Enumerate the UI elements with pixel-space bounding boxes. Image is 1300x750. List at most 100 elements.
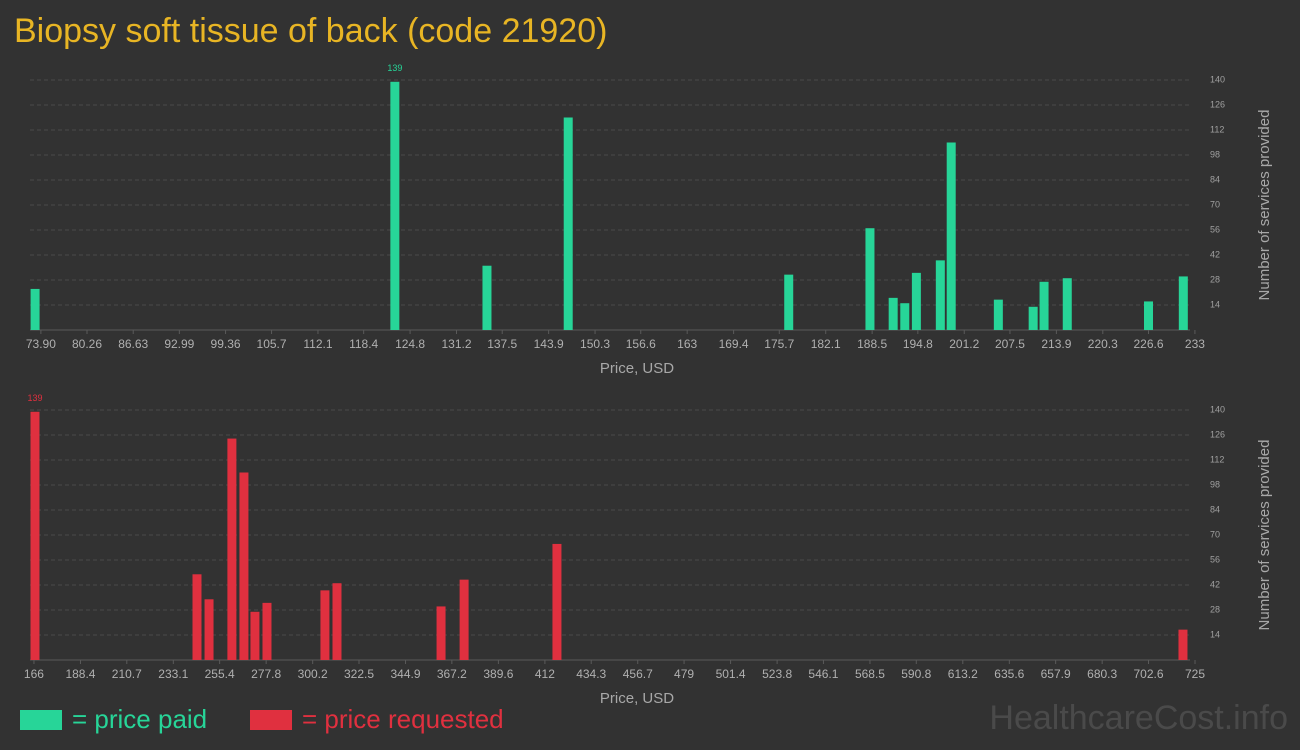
bar xyxy=(30,411,40,660)
bar-value-label: 139 xyxy=(387,63,402,73)
bar xyxy=(227,438,237,660)
y-tick-label: 98 xyxy=(1210,479,1220,489)
bar xyxy=(459,579,469,660)
x-tick-label: 99.36 xyxy=(211,337,241,351)
x-tick-label: 80.26 xyxy=(72,337,102,351)
y-axis-label: Number of services provided xyxy=(1256,440,1273,631)
x-tick-label: 479 xyxy=(674,667,694,681)
x-tick-label: 194.8 xyxy=(903,337,933,351)
x-tick-label: 137.5 xyxy=(487,337,517,351)
legend-label: = price paid xyxy=(72,704,207,734)
y-tick-label: 112 xyxy=(1210,454,1224,464)
y-tick-label: 98 xyxy=(1210,149,1220,159)
x-tick-label: 635.6 xyxy=(994,667,1024,681)
bar xyxy=(865,228,875,330)
x-tick-label: 73.90 xyxy=(26,337,56,351)
legend-swatch xyxy=(20,710,62,730)
x-tick-label: 322.5 xyxy=(344,667,374,681)
bar xyxy=(262,602,272,660)
x-tick-label: 233 xyxy=(1185,337,1205,351)
x-tick-label: 277.8 xyxy=(251,667,281,681)
x-tick-label: 590.8 xyxy=(901,667,931,681)
bar xyxy=(1039,281,1049,330)
y-tick-label: 56 xyxy=(1210,554,1220,564)
x-tick-label: 112.1 xyxy=(303,337,332,351)
x-tick-label: 389.6 xyxy=(483,667,513,681)
bar xyxy=(204,599,214,660)
bar xyxy=(436,606,446,660)
x-tick-label: 412 xyxy=(535,667,555,681)
bar xyxy=(888,297,898,330)
x-tick-label: 163 xyxy=(677,337,697,351)
x-tick-label: 118.4 xyxy=(349,337,378,351)
bar xyxy=(332,583,342,660)
x-tick-label: 182.1 xyxy=(811,337,841,351)
bar xyxy=(1143,301,1153,330)
x-tick-label: 150.3 xyxy=(580,337,610,351)
bar xyxy=(784,274,794,330)
x-tick-label: 92.99 xyxy=(164,337,194,351)
bar xyxy=(192,574,202,660)
x-tick-label: 523.8 xyxy=(762,667,792,681)
x-tick-label: 434.3 xyxy=(576,667,606,681)
y-tick-label: 84 xyxy=(1210,504,1220,514)
x-tick-label: 201.2 xyxy=(949,337,979,351)
y-tick-label: 140 xyxy=(1210,74,1225,84)
page-title: Biopsy soft tissue of back (code 21920) xyxy=(14,12,607,50)
watermark: HealthcareCost.info xyxy=(989,699,1288,737)
legend-swatch xyxy=(250,710,292,730)
y-tick-label: 28 xyxy=(1210,604,1220,614)
y-tick-label: 70 xyxy=(1210,199,1220,209)
y-tick-label: 28 xyxy=(1210,274,1220,284)
bar xyxy=(1028,306,1038,330)
x-tick-label: 725 xyxy=(1185,667,1205,681)
x-tick-label: 702.6 xyxy=(1133,667,1163,681)
y-tick-label: 56 xyxy=(1210,224,1220,234)
bar xyxy=(482,265,492,330)
x-tick-label: 131.2 xyxy=(441,337,471,351)
x-tick-label: 546.1 xyxy=(808,667,838,681)
x-tick-label: 226.6 xyxy=(1133,337,1163,351)
y-tick-label: 14 xyxy=(1210,629,1220,639)
x-tick-label: 255.4 xyxy=(205,667,235,681)
bar xyxy=(563,117,573,330)
y-tick-label: 42 xyxy=(1210,579,1220,589)
legend-label: = price requested xyxy=(302,704,504,734)
x-tick-label: 210.7 xyxy=(112,667,142,681)
bar xyxy=(911,272,921,330)
x-tick-label: 213.9 xyxy=(1041,337,1071,351)
bar xyxy=(239,472,249,660)
bar xyxy=(1178,276,1188,330)
x-tick-label: 233.1 xyxy=(158,667,188,681)
x-tick-label: 86.63 xyxy=(118,337,148,351)
x-tick-label: 207.5 xyxy=(995,337,1025,351)
x-tick-label: 344.9 xyxy=(391,667,421,681)
x-tick-label: 156.6 xyxy=(626,337,656,351)
y-tick-label: 126 xyxy=(1210,99,1225,109)
x-tick-label: 367.2 xyxy=(437,667,467,681)
x-tick-label: 105.7 xyxy=(257,337,287,351)
bar xyxy=(993,299,1003,330)
bar xyxy=(1062,278,1072,330)
bar xyxy=(250,611,260,660)
x-tick-label: 166 xyxy=(24,667,44,681)
x-tick-label: 188.5 xyxy=(857,337,887,351)
bar-value-label: 139 xyxy=(27,393,42,403)
bar xyxy=(30,288,40,330)
x-tick-label: 657.9 xyxy=(1041,667,1071,681)
x-tick-label: 613.2 xyxy=(948,667,978,681)
x-tick-label: 456.7 xyxy=(623,667,653,681)
bar xyxy=(552,543,562,660)
y-axis-label: Number of services provided xyxy=(1256,110,1273,301)
x-tick-label: 188.4 xyxy=(65,667,95,681)
x-tick-label: 169.4 xyxy=(719,337,749,351)
x-tick-label: 568.5 xyxy=(855,667,885,681)
y-tick-label: 112 xyxy=(1210,124,1224,134)
bar xyxy=(1178,629,1188,660)
bar xyxy=(935,260,945,330)
x-axis-label: Price, USD xyxy=(600,360,674,377)
x-tick-label: 124.8 xyxy=(395,337,425,351)
y-tick-label: 70 xyxy=(1210,529,1220,539)
y-tick-label: 14 xyxy=(1210,299,1220,309)
